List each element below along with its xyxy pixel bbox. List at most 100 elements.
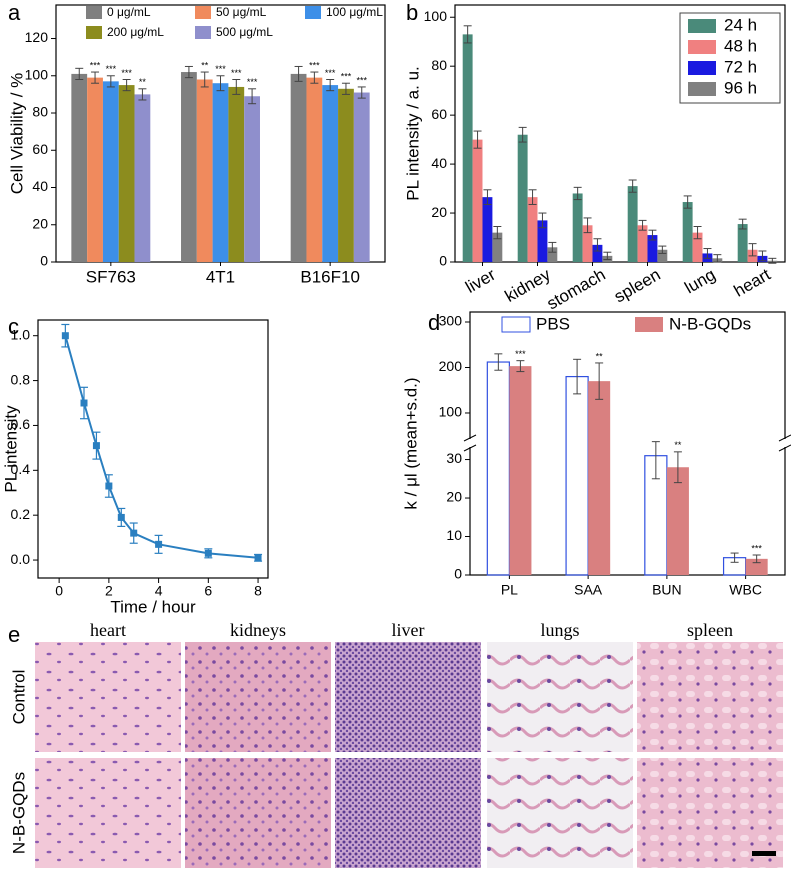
y-axis-title: k / μl (mean+s.d.) xyxy=(401,377,420,509)
bar xyxy=(547,247,558,262)
bar xyxy=(737,224,748,262)
significance-label: *** xyxy=(247,77,258,87)
row-label: Control xyxy=(9,670,28,725)
marker xyxy=(117,513,125,521)
axis-break-mark xyxy=(463,444,477,452)
bar xyxy=(71,73,88,263)
bar xyxy=(537,220,548,262)
bar xyxy=(565,375,589,576)
legend-swatch xyxy=(635,317,663,332)
bar xyxy=(572,193,583,262)
marker xyxy=(92,442,100,450)
legend-swatch xyxy=(86,26,102,39)
significance-label: ** xyxy=(139,77,147,87)
y-tick-label: 60 xyxy=(431,106,447,122)
y-tick-label: 0.0 xyxy=(11,551,31,567)
x-tick-label: BUN xyxy=(652,582,682,598)
tissue-image xyxy=(637,642,783,752)
significance-label: *** xyxy=(106,64,117,74)
y-tick-label: 0.6 xyxy=(11,416,31,432)
column-title: heart xyxy=(90,620,126,640)
column-title: liver xyxy=(392,620,425,640)
significance-label: ** xyxy=(201,60,209,70)
tissue-image xyxy=(335,642,481,752)
legend-label: 96 h xyxy=(724,78,757,97)
marker xyxy=(204,549,212,557)
bar xyxy=(196,79,213,262)
y-axis-title: PL intensity / a. u. xyxy=(403,66,422,201)
x-tick-label: spleen xyxy=(611,265,664,307)
axis-frame xyxy=(454,4,786,263)
axis-break-gap xyxy=(464,439,476,447)
legend-label: 200 μg/mL xyxy=(107,25,164,39)
axis-break-mark xyxy=(463,434,477,442)
y-tick-label: 20 xyxy=(431,204,447,220)
y-axis-title: Cell Viability / % xyxy=(7,73,26,195)
scale-bar xyxy=(752,851,776,856)
legend-swatch xyxy=(688,40,716,54)
bar xyxy=(102,81,119,262)
marker xyxy=(155,540,163,548)
bar xyxy=(582,225,593,262)
bar xyxy=(486,361,510,576)
bar xyxy=(472,139,483,262)
y-tick-label: 1.0 xyxy=(11,326,31,342)
tissue-image xyxy=(335,758,481,868)
bar xyxy=(588,381,611,575)
bar xyxy=(462,34,473,262)
significance-label: *** xyxy=(121,68,132,78)
marker xyxy=(254,554,262,562)
y-tick-label: 100 xyxy=(25,66,49,82)
axis-break-mark xyxy=(778,434,791,442)
bar xyxy=(87,77,103,262)
bar xyxy=(592,244,603,262)
legend-swatch xyxy=(86,6,102,19)
x-tick-label: lung xyxy=(681,265,718,298)
bar xyxy=(682,202,693,262)
bar xyxy=(627,186,638,262)
axis-frame xyxy=(37,319,269,579)
significance-label: ** xyxy=(674,440,682,450)
y-tick-label: 100 xyxy=(439,404,463,420)
significance-label: *** xyxy=(231,68,242,78)
axis-break-gap xyxy=(779,439,791,447)
legend-label: N-B-GQDs xyxy=(669,314,751,333)
bar xyxy=(181,72,197,262)
legend-label: 50 μg/mL xyxy=(216,5,267,19)
legend-swatch xyxy=(305,6,321,19)
x-tick-label: 8 xyxy=(254,583,262,599)
marker xyxy=(105,482,113,490)
panel-label: e xyxy=(8,622,20,647)
tissue-image xyxy=(35,642,181,752)
tissue-image xyxy=(185,758,331,868)
bar xyxy=(509,366,532,575)
x-tick-label: SAA xyxy=(574,582,603,598)
y-tick-label: 20 xyxy=(446,489,462,505)
legend-label: 48 h xyxy=(724,36,757,55)
bar xyxy=(290,73,307,263)
bar xyxy=(527,197,538,262)
y-tick-label: 40 xyxy=(32,178,48,194)
significance-label: *** xyxy=(309,60,320,70)
y-tick-label: 30 xyxy=(446,450,462,466)
y-tick-label: 0.4 xyxy=(11,461,31,477)
bar xyxy=(492,232,503,262)
bar xyxy=(338,88,354,262)
bar xyxy=(306,77,323,262)
bar xyxy=(657,249,668,262)
tissue-image xyxy=(185,642,331,752)
tissue-image xyxy=(637,758,783,868)
marker xyxy=(80,399,88,407)
x-tick-label: 4 xyxy=(155,583,163,599)
bar xyxy=(353,92,370,262)
y-tick-label: 0.8 xyxy=(11,371,31,387)
bar xyxy=(322,85,339,262)
significance-label: *** xyxy=(325,68,336,78)
panel-label: d xyxy=(428,310,440,335)
legend-label: PBS xyxy=(536,314,570,333)
x-tick-label: heart xyxy=(731,265,774,301)
bar xyxy=(134,94,151,263)
bar xyxy=(692,232,703,262)
x-tick-label: 2 xyxy=(105,583,113,599)
column-title: spleen xyxy=(687,620,733,640)
